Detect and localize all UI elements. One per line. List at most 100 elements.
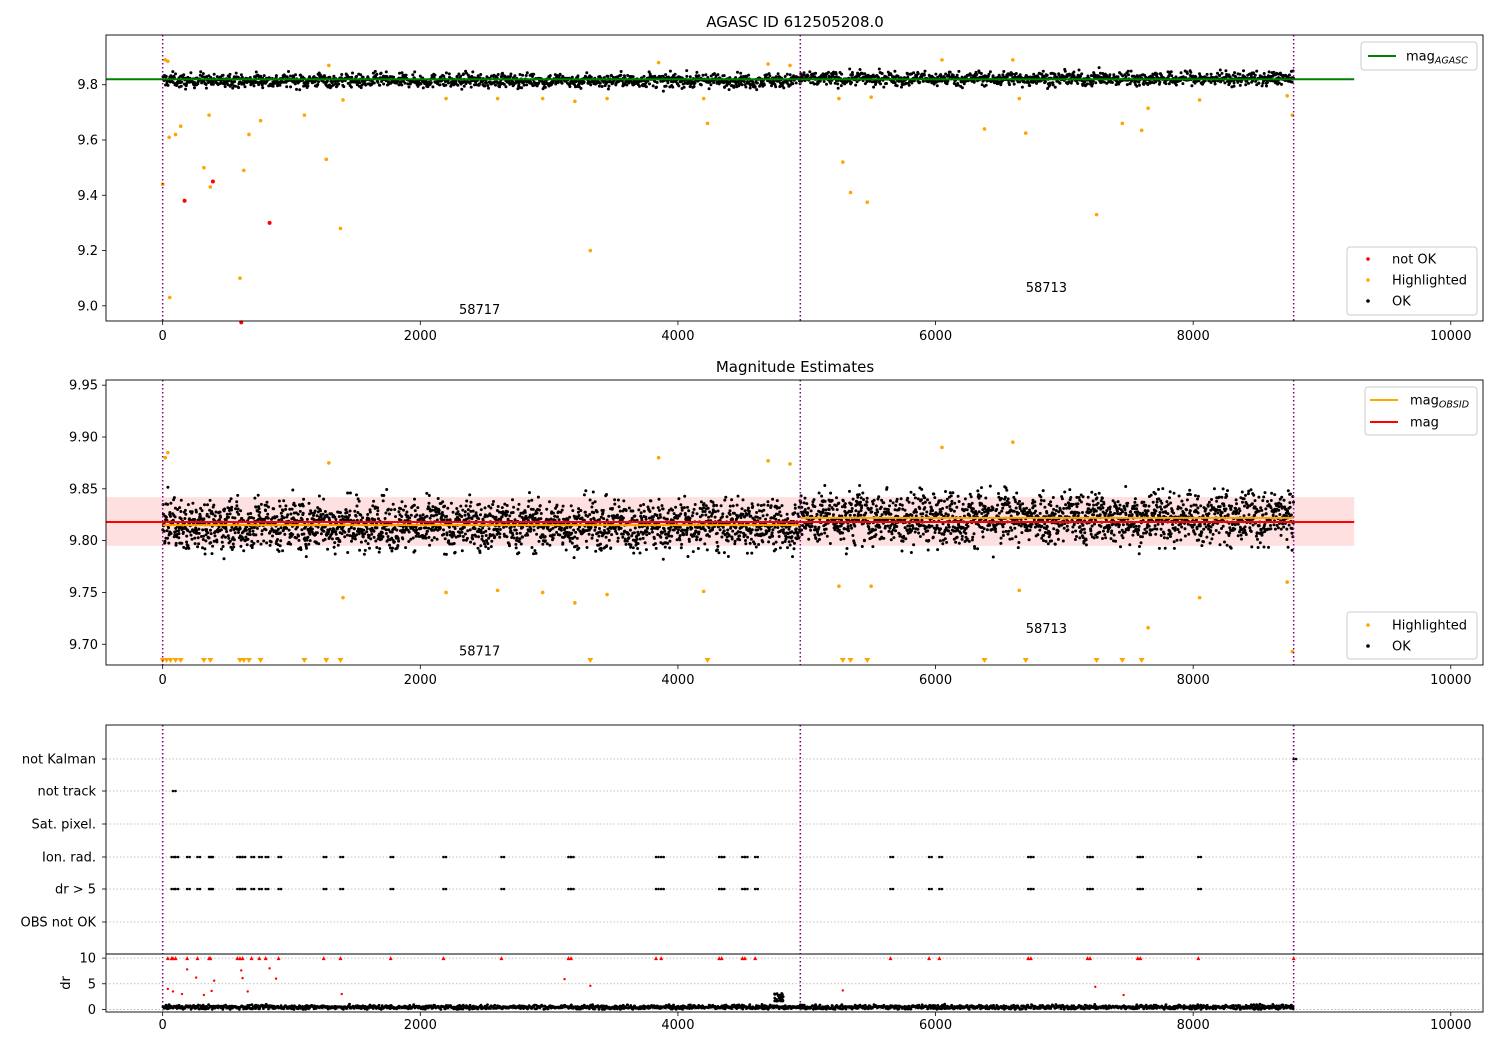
ok-point-1-2118 [731,504,735,508]
ok-point-1-386 [265,541,269,545]
ok-point-0-42 [179,84,183,88]
ok-point-0-1410 [774,75,778,79]
ok-point-1-250 [228,512,232,516]
ok-point-1-942 [415,528,418,532]
ok-point-0-2214 [1124,75,1128,78]
ok-point-0-674 [454,79,458,83]
ok-point-1-595 [321,512,325,516]
ok-point-1-709 [352,532,356,536]
ok-point-1-947 [416,506,420,510]
ok-point-1-1884 [668,528,672,532]
ok-point-0-2476 [1238,72,1242,76]
ok-point-1-464 [286,513,290,517]
ok-point-0-1777 [934,72,938,76]
ok-point-1-62 [178,506,182,510]
ok-point-1-263 [232,545,236,549]
ok-point-1-1191 [482,539,486,543]
ok-point-0-646 [442,74,446,78]
ok-point-0-593 [419,82,423,86]
ok-point-0-1551 [836,82,840,86]
ok-point-0-189 [243,85,247,89]
ok-point-0-1313 [732,85,736,89]
ok-point-1-1386 [534,551,538,555]
highlighted-point-p1-8 [207,113,211,117]
ok-point-1-2189 [750,528,754,532]
highlighted-point-p1-43 [1146,106,1150,111]
ok-point-1-562 [312,518,316,522]
ok-point-1-2205 [755,511,759,514]
y-tick-label-0-0: 9.0 [77,299,98,314]
ok-point-1-916 [408,516,412,520]
ok-point-0-787 [503,74,507,78]
ok-point-0-1713 [906,75,910,79]
ok-point-1-574 [315,531,319,535]
ok-point-1-1092 [455,507,459,510]
ok-point-0-455 [359,73,363,77]
ok-point-1-1969 [691,511,695,515]
ok-point-1-536 [305,538,309,542]
ok-point-1-1949 [686,526,689,530]
ok-point-1-630 [330,537,334,541]
ok-point-0-1442 [788,73,792,77]
ok-point-0-1290 [722,74,726,78]
ok-point-0-2444 [1224,69,1228,73]
ok-point-0-1524 [824,74,828,78]
ok-point-1-712 [352,527,356,531]
ok-point-1-1357 [526,505,530,508]
ok-point-0-289 [287,70,290,73]
ok-point-1-76 [181,530,185,534]
ok-point-0-1780 [935,84,939,88]
ok-point-1-762 [366,542,370,546]
ok-point-1-770 [368,510,372,514]
ok-point-1-1557 [580,516,584,520]
ok-point-0-1941 [1005,75,1009,79]
ok-point-1-1454 [552,533,556,537]
ok-point-0-1437 [786,82,790,86]
ok-point-0-301 [292,75,296,79]
ok-point-0-1596 [855,80,859,84]
ok-point-1-856 [391,502,395,506]
ok-point-1-171 [207,515,211,519]
ok-point-1-180 [209,532,213,536]
ok-point-0-456 [359,86,363,90]
ok-point-1-1252 [498,532,502,536]
ok-point-0-1010 [600,85,604,88]
ok-point-1-1498 [564,548,568,552]
ok-point-1-347 [254,505,258,509]
ok-point-1-2098 [726,528,730,532]
ok-point-1-713 [353,509,357,513]
ok-point-1-853 [391,546,394,550]
ok-point-1-784 [372,529,376,533]
ok-point-1-2178 [747,509,751,513]
ok-point-1-1395 [536,495,540,499]
ok-point-0-1232 [697,74,701,78]
ok-point-0-2029 [1043,80,1047,84]
ok-point-0-220 [257,83,261,87]
ok-point-0-1137 [655,81,659,84]
ok-point-1-2266 [771,528,775,532]
ok-point-1-2080 [721,512,725,516]
ok-point-1-2233 [762,503,766,507]
ok-point-1-1973 [692,507,696,511]
ok-point-1-2151 [740,507,744,511]
ok-point-1-943 [415,513,419,517]
ok-point-1-2004 [700,513,704,517]
ok-point-1-684 [345,511,349,514]
ok-point-1-278 [236,493,240,497]
ok-point-1-287 [238,527,242,531]
ok-point-1-1141 [468,528,472,532]
ok-point-1-195 [213,514,217,518]
ok-point-1-1420 [543,535,547,539]
ok-point-1-2051 [713,515,717,519]
ok-point-1-826 [383,517,387,520]
ok-point-1-330 [250,526,254,530]
ok-point-0-384 [328,75,332,79]
highlighted-point-p1-3 [167,135,171,140]
ok-point-1-838 [387,507,390,511]
ok-point-0-1024 [606,87,610,91]
ok-point-1-2104 [727,534,731,538]
ok-point-1-1382 [533,549,537,553]
highlighted-point-p1-18 [341,98,345,102]
